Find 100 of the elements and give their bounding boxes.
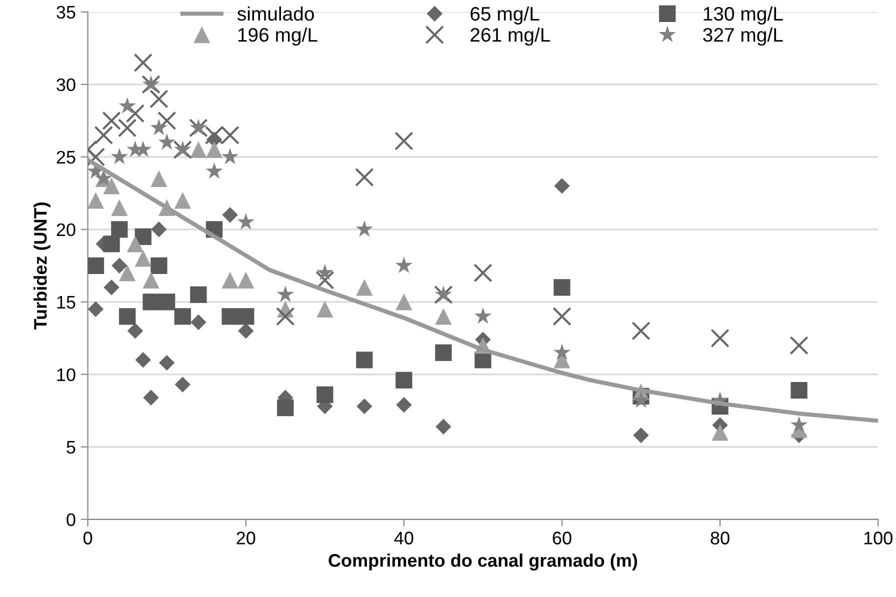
point (316, 264, 334, 280)
point (150, 170, 168, 188)
point (111, 199, 128, 216)
point (276, 307, 295, 326)
x-tick-label: 0 (83, 532, 92, 544)
point (143, 390, 159, 406)
point (190, 141, 207, 158)
point (142, 294, 160, 310)
legend-label: simulado (237, 6, 314, 21)
y-tick-label: 10 (57, 368, 76, 382)
point (158, 133, 176, 150)
point (277, 399, 294, 416)
x-tick-label: 80 (710, 532, 730, 544)
point (174, 308, 191, 325)
point (632, 391, 650, 408)
point (222, 308, 238, 325)
point (118, 264, 136, 282)
point (88, 148, 106, 166)
point (158, 294, 176, 310)
legend-label: 65 mg/L (470, 6, 540, 25)
y-tick-label: 15 (57, 296, 76, 309)
point (150, 257, 168, 274)
point (237, 213, 254, 230)
y-tick-label: 35 (56, 6, 76, 19)
point (221, 148, 239, 164)
legend-label: 196 mg/L (238, 27, 318, 46)
point (395, 256, 413, 273)
legend-label: 327 mg/L (703, 27, 783, 46)
point (435, 308, 452, 325)
point (103, 178, 120, 194)
point (396, 294, 412, 310)
point (150, 118, 168, 136)
point (316, 386, 334, 404)
point (134, 250, 152, 267)
line-series (88, 158, 878, 423)
point (436, 418, 452, 434)
point (554, 279, 570, 296)
y-axis-title: Turbidez (UNT) (34, 202, 50, 330)
legend-label: 130 mg/L (704, 6, 783, 25)
point (474, 264, 492, 282)
y-tick-label: 30 (56, 78, 76, 92)
x-tick-label: 60 (552, 532, 572, 544)
point (553, 344, 571, 360)
point (790, 382, 808, 399)
point (790, 416, 808, 432)
legend-label: 261 mg/L (470, 27, 550, 46)
point (151, 222, 167, 238)
point (88, 301, 104, 318)
point (238, 308, 254, 325)
point (118, 97, 136, 114)
point (552, 307, 572, 326)
point (118, 308, 136, 325)
point (157, 111, 176, 130)
point (710, 328, 730, 348)
point (396, 372, 412, 389)
point (150, 90, 168, 108)
point (276, 286, 294, 302)
point (712, 424, 728, 441)
x-tick-label: 40 (394, 532, 414, 544)
point (356, 352, 373, 368)
point (316, 270, 334, 290)
point (394, 132, 414, 150)
point (174, 376, 190, 392)
point (206, 162, 223, 179)
point (316, 300, 334, 318)
point (633, 427, 649, 444)
point (104, 280, 120, 296)
point (356, 398, 372, 414)
point (111, 221, 128, 238)
point (356, 220, 373, 237)
point (190, 314, 206, 330)
point (142, 272, 160, 288)
point (103, 236, 120, 252)
point (126, 236, 144, 252)
point (206, 141, 223, 158)
point (632, 322, 650, 340)
y-tick-label: 25 (56, 150, 76, 164)
point (355, 168, 374, 187)
point (222, 272, 238, 288)
point (110, 148, 128, 164)
point (222, 207, 238, 223)
point (88, 192, 104, 209)
point (174, 192, 191, 209)
x-axis-title: Comprimento do canal gramado (m) (328, 554, 638, 570)
point (135, 352, 151, 368)
point (88, 257, 104, 274)
point (554, 178, 570, 194)
point (396, 396, 412, 413)
y-tick-label: 20 (56, 223, 76, 236)
x-tick-label: 100 (864, 532, 892, 544)
y-tick-label: 5 (66, 441, 76, 454)
point (158, 354, 175, 371)
point (134, 53, 153, 72)
point (190, 286, 207, 303)
point (127, 323, 144, 339)
point (112, 258, 128, 274)
point (356, 279, 373, 296)
point (238, 323, 254, 339)
point (435, 344, 452, 361)
x-tick-label: 20 (236, 532, 256, 544)
